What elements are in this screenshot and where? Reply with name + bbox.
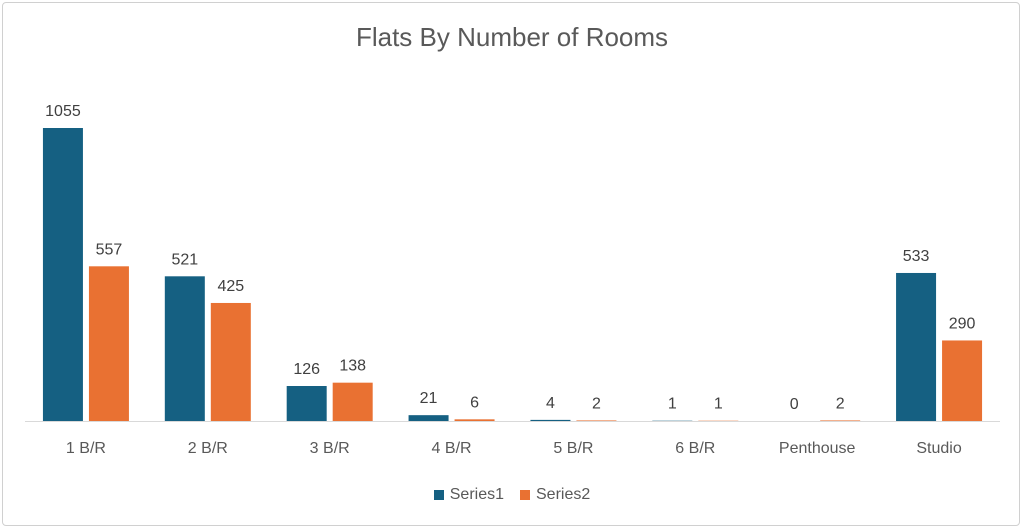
bar-series2 bbox=[576, 420, 617, 421]
legend-label-series2: Series2 bbox=[536, 486, 591, 503]
x-tick-label: 2 B/R bbox=[188, 440, 228, 457]
data-label: 138 bbox=[339, 358, 366, 375]
data-label: 1 bbox=[714, 396, 723, 413]
x-tick-label: 4 B/R bbox=[432, 440, 472, 457]
bar-series2 bbox=[210, 302, 251, 421]
data-label: 1055 bbox=[45, 103, 81, 120]
x-tick-label: Studio bbox=[916, 440, 961, 457]
data-label: 557 bbox=[96, 241, 123, 258]
data-label: 521 bbox=[171, 251, 198, 268]
data-label: 290 bbox=[949, 315, 976, 332]
x-tick-label: 6 B/R bbox=[675, 440, 715, 457]
data-label: 533 bbox=[903, 248, 930, 265]
data-label: 6 bbox=[470, 394, 479, 411]
bar-series2 bbox=[454, 419, 495, 421]
data-label: 21 bbox=[420, 390, 438, 407]
data-label: 1 bbox=[668, 396, 677, 413]
data-label: 2 bbox=[592, 395, 601, 412]
legend-item-series2: Series2 bbox=[520, 486, 590, 504]
x-tick-label: 1 B/R bbox=[66, 440, 106, 457]
data-label: 126 bbox=[293, 361, 320, 378]
bar-series1 bbox=[42, 128, 83, 421]
bar-series1 bbox=[286, 386, 327, 421]
bar-series1 bbox=[164, 276, 205, 421]
data-label: 4 bbox=[546, 395, 555, 412]
legend-swatch-series1 bbox=[433, 490, 444, 500]
x-tick-label: Penthouse bbox=[779, 440, 856, 457]
bar-series2 bbox=[332, 382, 373, 421]
bar-series1 bbox=[530, 419, 571, 421]
bar-series2 bbox=[820, 420, 861, 421]
legend-label-series1: Series1 bbox=[449, 486, 504, 503]
chart-title: Flats By Number of Rooms bbox=[355, 22, 669, 52]
bar-series1 bbox=[896, 272, 937, 421]
x-tick-label: 3 B/R bbox=[310, 440, 350, 457]
x-tick-label: 5 B/R bbox=[553, 440, 593, 457]
data-label: 425 bbox=[217, 278, 244, 295]
data-label: 2 bbox=[836, 395, 845, 412]
legend-swatch-series2 bbox=[520, 490, 530, 500]
bar-series1 bbox=[408, 415, 449, 421]
legend: Series1 Series2 bbox=[0, 486, 1024, 504]
data-label: 0 bbox=[790, 396, 799, 413]
legend-item-series1: Series1 bbox=[433, 486, 504, 504]
bar-series2 bbox=[88, 266, 129, 421]
bar-series2 bbox=[942, 340, 983, 421]
